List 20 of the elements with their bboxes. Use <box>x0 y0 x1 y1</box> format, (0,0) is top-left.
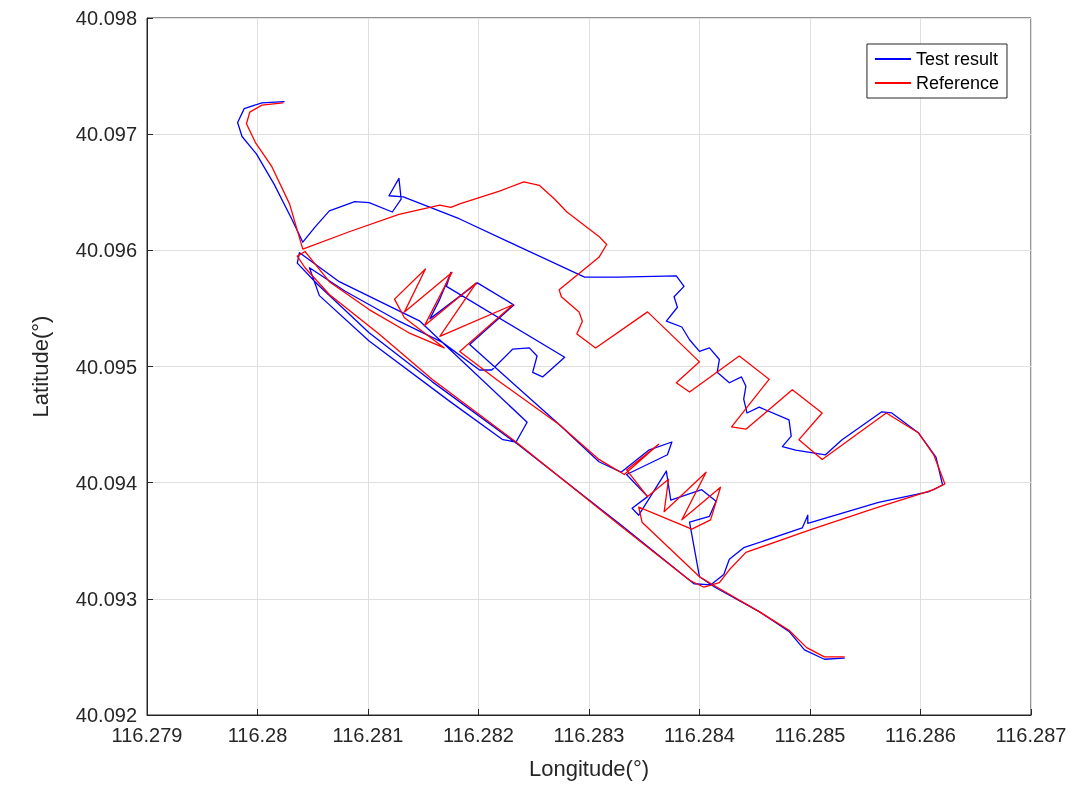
y-tick-label: 40.092 <box>75 704 137 726</box>
x-tick-label: 116.284 <box>664 724 735 746</box>
y-tick-label: 40.093 <box>75 587 137 610</box>
legend-label: Reference <box>915 73 1000 93</box>
y-tick-label: 40.094 <box>75 471 137 494</box>
y-tick-label: 40.095 <box>75 355 137 378</box>
y-tick-label: 40.097 <box>75 123 137 146</box>
y-axis-title: Latitude(°) <box>27 315 53 418</box>
y-tick-label: 40.098 <box>75 7 137 29</box>
legend-label: Test result <box>915 49 998 69</box>
x-tick-label: 116.285 <box>774 724 846 746</box>
x-tick-label: 116.282 <box>443 724 514 746</box>
x-tick-label: 116.283 <box>553 724 625 746</box>
y-tick-label: 40.096 <box>75 239 137 262</box>
x-axis-title: Longitude(°) <box>528 755 650 781</box>
x-tick-label: 116.279 <box>111 724 183 746</box>
x-tick-label: 116.281 <box>332 724 404 746</box>
x-tick-label: 116.286 <box>885 724 956 746</box>
x-tick-label: 116.28 <box>227 724 288 746</box>
x-tick-label: 116.287 <box>995 724 1067 746</box>
